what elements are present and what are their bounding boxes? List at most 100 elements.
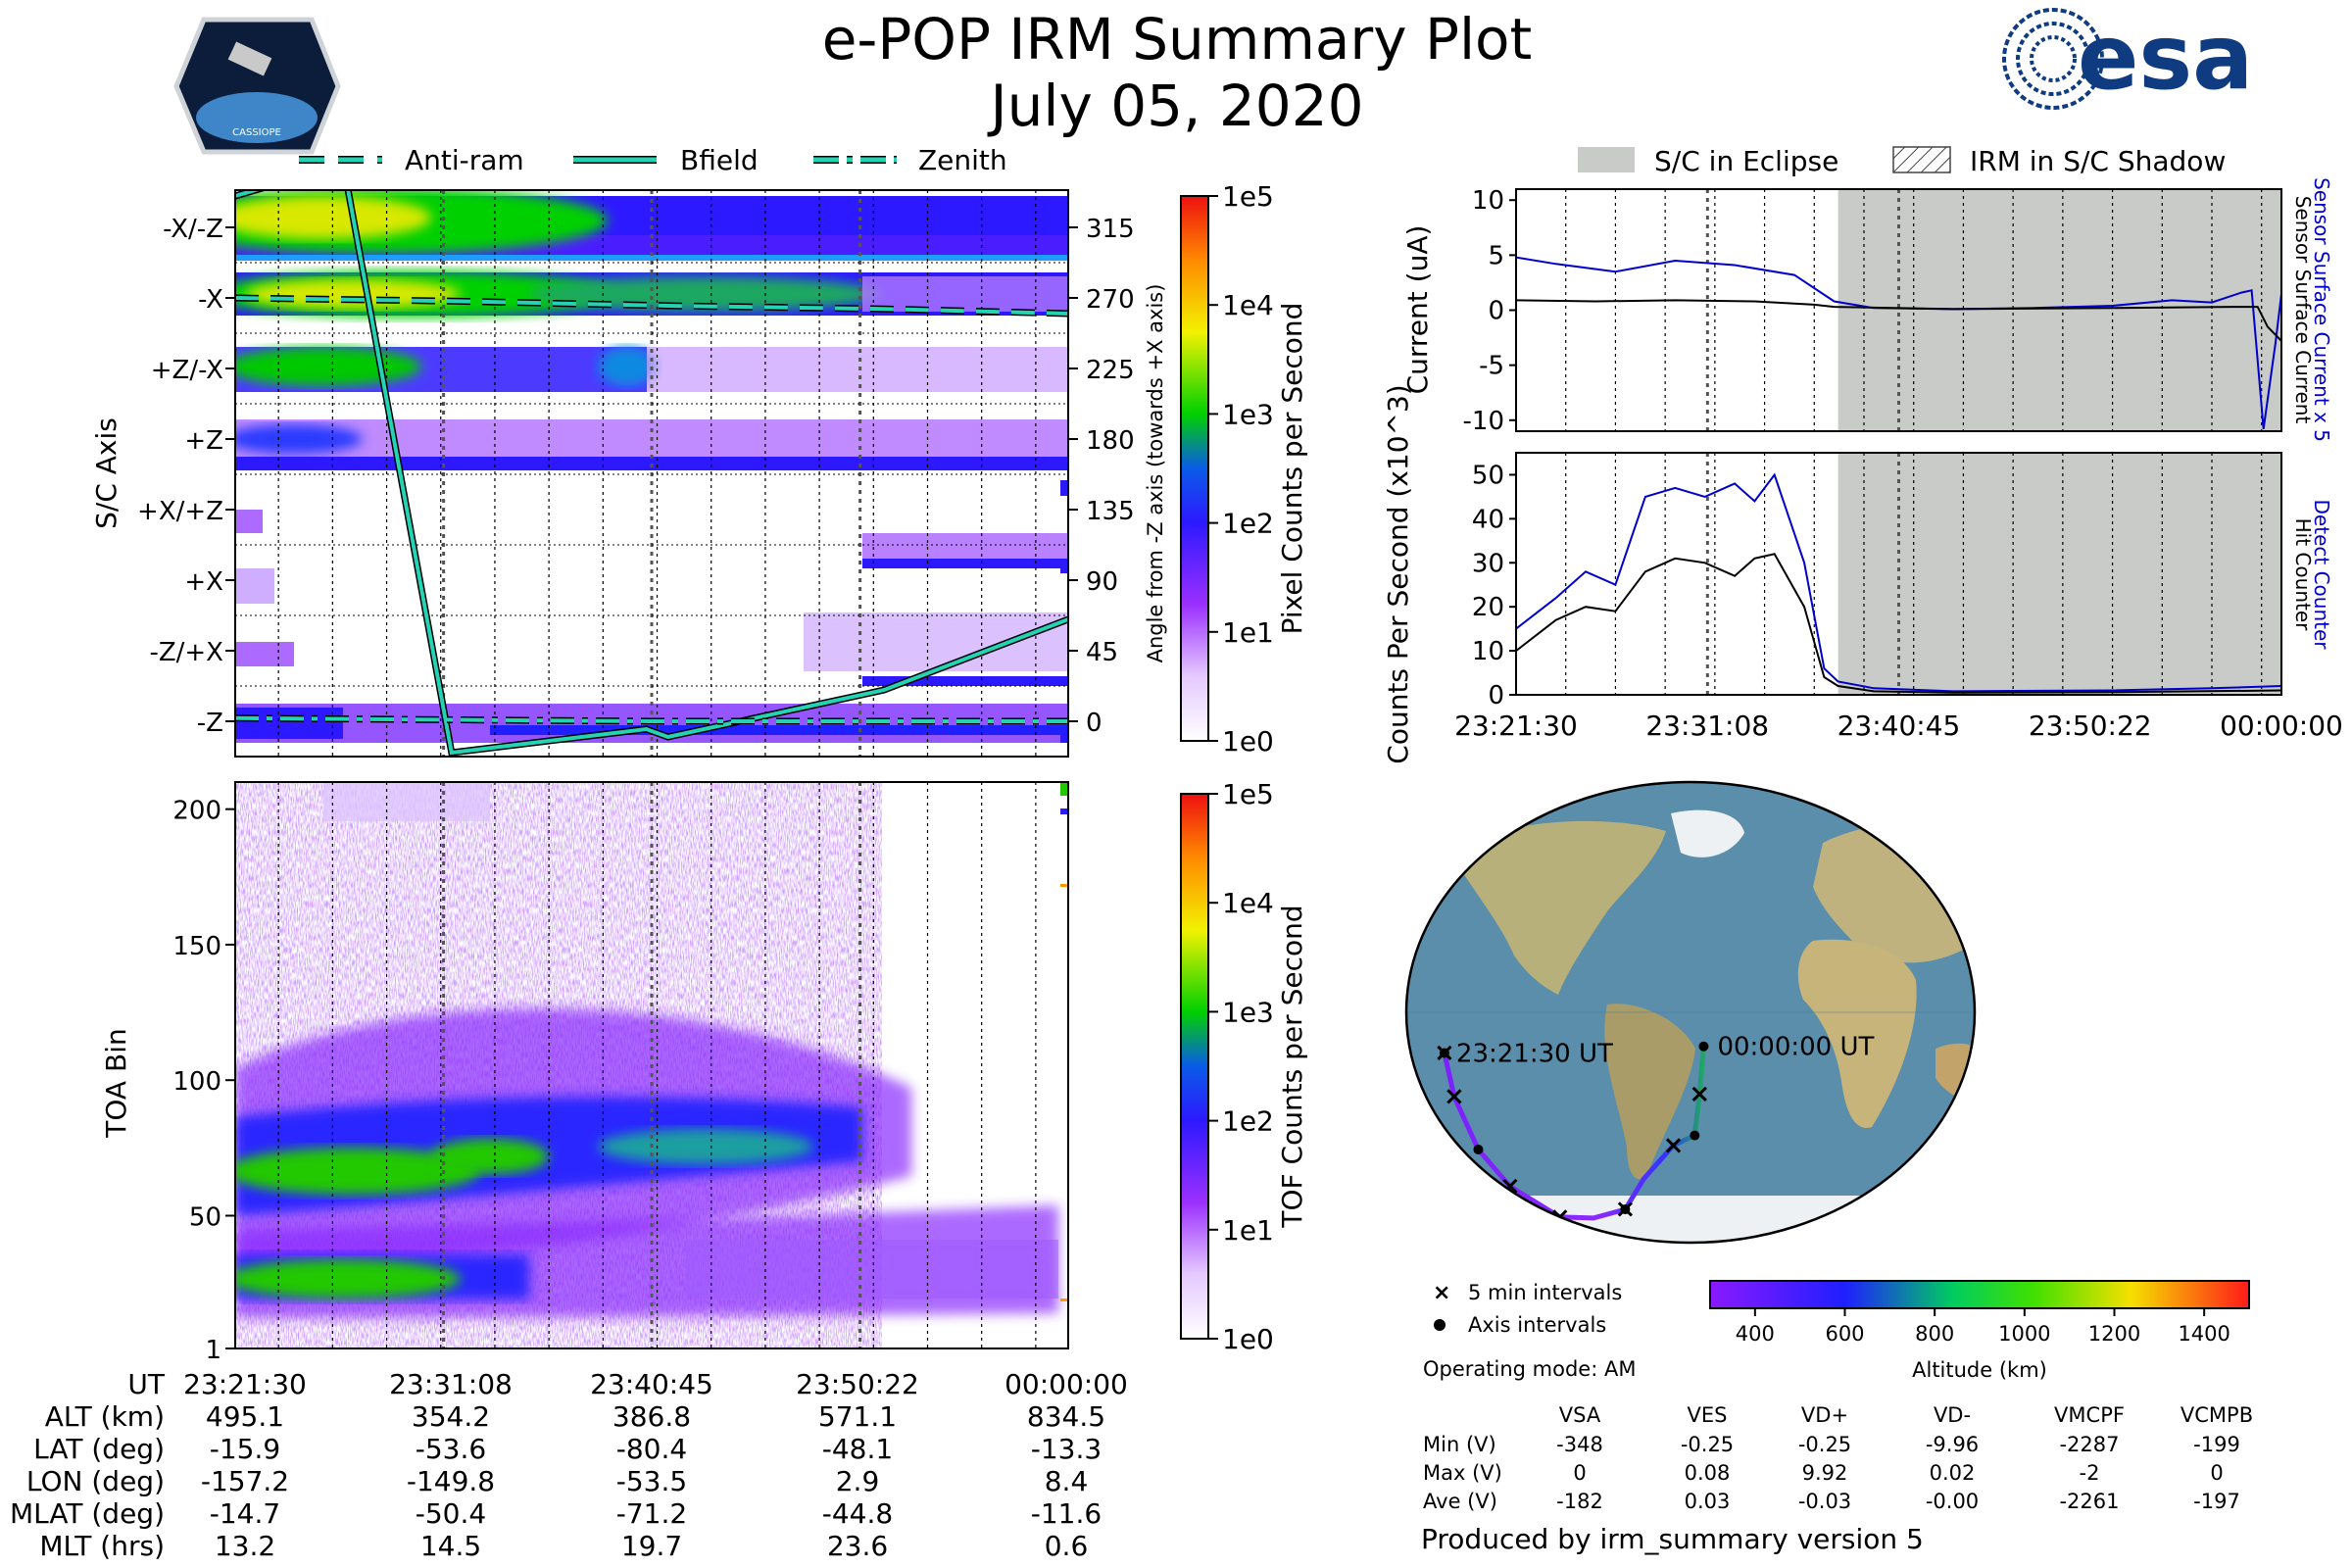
orbit-start-label: 23:21:30 UT (1456, 1040, 1613, 1069)
ephemeris-value: -53.5 (616, 1465, 687, 1497)
eclipse-region-counts (1838, 453, 2281, 695)
series-line (1516, 472, 2281, 693)
voltage-value: 0.02 (1930, 1461, 1976, 1485)
toa-time-grid (277, 782, 1037, 1348)
voltage-row-label: Min (V) (1423, 1433, 1496, 1456)
counts-xticks: 23:21:30 23:31:08 23:40:45 23:50:22 00:00:00 (1454, 710, 2343, 742)
counts-time-label: 23:50:22 (2029, 710, 2152, 742)
toa-tick-label: 1 (205, 1336, 221, 1365)
logo-left-text: CASSIOPE (232, 127, 281, 138)
series-line (1516, 553, 2281, 694)
cross-marker-icon: × (1663, 1131, 1685, 1160)
altitude-tick-label: 600 (1825, 1322, 1864, 1346)
ephemeris-value: 0.6 (1045, 1530, 1089, 1562)
counts-time-grid (1565, 453, 2263, 695)
ut-tick-label: 23:31:08 (389, 1368, 513, 1400)
counts-tick-label: 30 (1472, 549, 1504, 578)
voltage-value: -0.03 (1798, 1490, 1851, 1513)
angle-tick-label: 225 (1086, 356, 1135, 385)
ephemeris-value: -15.9 (210, 1433, 280, 1465)
voltage-row-label: Ave (V) (1423, 1490, 1497, 1513)
sc-axis-overlay-lines (235, 190, 1068, 757)
altitude-colorbar: 400 600 800 1000 1200 1400 Altitude (km) (1709, 1280, 2250, 1382)
ephemeris-row-label: LAT (deg) (33, 1433, 165, 1465)
colorbar-tick-label: 1e4 (1222, 887, 1274, 919)
sc-axis-row-separators (235, 262, 1068, 687)
ephemeris-value: 19.7 (621, 1530, 682, 1562)
colorbar-tick-label: 1e1 (1222, 616, 1274, 649)
ephemeris-value: -50.4 (416, 1497, 486, 1530)
altitude-tick-label: 1000 (1998, 1322, 2050, 1346)
ephemeris-value: 354.2 (412, 1400, 490, 1433)
ut-tick-label: 23:21:30 (183, 1368, 307, 1400)
ut-tick-label: 00:00:00 (1004, 1368, 1128, 1400)
sc-axis-angle-ticks: 315 270 225 180 135 90 45 0 (1068, 215, 1135, 738)
ephemeris-value: 834.5 (1027, 1400, 1105, 1433)
counts-tick-label: 40 (1472, 505, 1504, 534)
counts-panel: 0 10 20 30 40 50 23:21:30 23:31:08 23:40:45 23:5… (1382, 384, 2343, 763)
voltage-column-header: VSA (1559, 1403, 1601, 1427)
ephemeris-value: -48.1 (822, 1433, 893, 1465)
ephemeris-rows: ALT (km) 495.1 354.2 386.8 571.1 834.5 LAT (de… (10, 1400, 1105, 1562)
altitude-tick-label: 1200 (2088, 1322, 2140, 1346)
angle-tick-label: 270 (1086, 285, 1135, 315)
current-panel: 10 5 0 -5 -10 Current (uA) Sensor Surface Cu… (1401, 177, 2333, 442)
angle-axis-label: Angle from -Z axis (towards +X axis) (1144, 284, 1167, 663)
angle-tick-label: 135 (1086, 497, 1135, 526)
toa-tick-label: 200 (172, 797, 221, 826)
legend-antiram: Anti-ram (405, 144, 524, 176)
sc-axis-time-grid (277, 190, 1037, 757)
angle-tick-label: 0 (1086, 709, 1102, 738)
current-series (1516, 256, 2281, 429)
ephemeris-value: 386.8 (612, 1400, 691, 1433)
esa-logo-text: esa (2078, 5, 2253, 110)
voltage-value: 0 (1573, 1461, 1586, 1485)
ut-tick-labels: 23:21:30 23:31:08 23:40:45 23:50:22 00:00:00 (183, 1368, 1128, 1400)
counts-tick-label: 20 (1472, 593, 1504, 622)
angle-tick-label: 315 (1086, 215, 1135, 244)
orbit-track (1442, 1046, 1706, 1221)
current-tick-label: 0 (1488, 297, 1504, 326)
cassiope-logo: CASSIOPE (173, 17, 341, 155)
voltage-value: -197 (2193, 1490, 2240, 1513)
colorbar-tick-label: 1e1 (1222, 1214, 1274, 1247)
sc-axis-category-labels: -X/-Z -X +Z/-X +Z +X/+Z +X -Z/+X -Z (137, 215, 235, 738)
ephemeris-value: 571.1 (818, 1400, 897, 1433)
sc-axis-heatmap (235, 190, 1068, 757)
ephemeris-value: -13.3 (1031, 1433, 1102, 1465)
ephemeris-row-label: MLAT (deg) (10, 1497, 165, 1530)
page-title: e-POP IRM Summary Plot (822, 6, 1533, 73)
ephemeris-value: -44.8 (822, 1497, 893, 1530)
legend-shadow-label: IRM in S/C Shadow (1970, 145, 2226, 177)
counts-ylabel: Counts Per Second (x10^3) (1382, 384, 1414, 763)
ephemeris-value: 495.1 (206, 1400, 284, 1433)
ephemeris-value: 13.2 (215, 1530, 275, 1562)
angle-tick-label: 180 (1086, 426, 1135, 456)
colorbar-tick-label: 1e3 (1222, 996, 1274, 1028)
current-time-grid (1565, 189, 2263, 431)
current-ylabel: Current (uA) (1401, 225, 1434, 395)
legend-lines: Anti-ram Bfield Zenith (299, 144, 1007, 176)
colorbar-tick-label: 1e0 (1222, 1323, 1274, 1355)
sc-axis-category-label: +X/+Z (137, 497, 223, 526)
colorbar-tick-label: 1e4 (1222, 289, 1274, 321)
voltage-value: 0.03 (1685, 1490, 1731, 1513)
sc-axis-panel: -X/-Z -X +Z/-X +Z +X/+Z +X -Z/+X -Z 315 270 225 18… (90, 189, 1167, 758)
ephemeris-value: -53.6 (416, 1433, 486, 1465)
dot-marker-icon (1434, 1319, 1446, 1331)
toa-tick-label: 100 (172, 1067, 221, 1097)
legend-5min: 5 min intervals (1468, 1281, 1622, 1304)
pixel-colorbar: 1e5 1e4 1e3 1e2 1e1 1e0 Pixel Counts per Seco… (1180, 180, 1308, 758)
current-tick-label: 10 (1472, 186, 1504, 216)
sc-axis-category-label: -Z (197, 709, 223, 738)
operating-mode: Operating mode: AM (1423, 1357, 1636, 1381)
current-yticks: 10 5 0 -5 -10 (1463, 186, 1516, 436)
ephemeris-value: 8.4 (1045, 1465, 1089, 1497)
voltage-value: -182 (1556, 1490, 1603, 1513)
colorbar-tick-label: 1e3 (1222, 398, 1274, 430)
counts-series (1516, 472, 2281, 694)
ephemeris-value: -71.2 (616, 1497, 687, 1530)
colorbar-tick-label: 1e2 (1222, 508, 1274, 540)
bfield-line (235, 190, 1068, 756)
